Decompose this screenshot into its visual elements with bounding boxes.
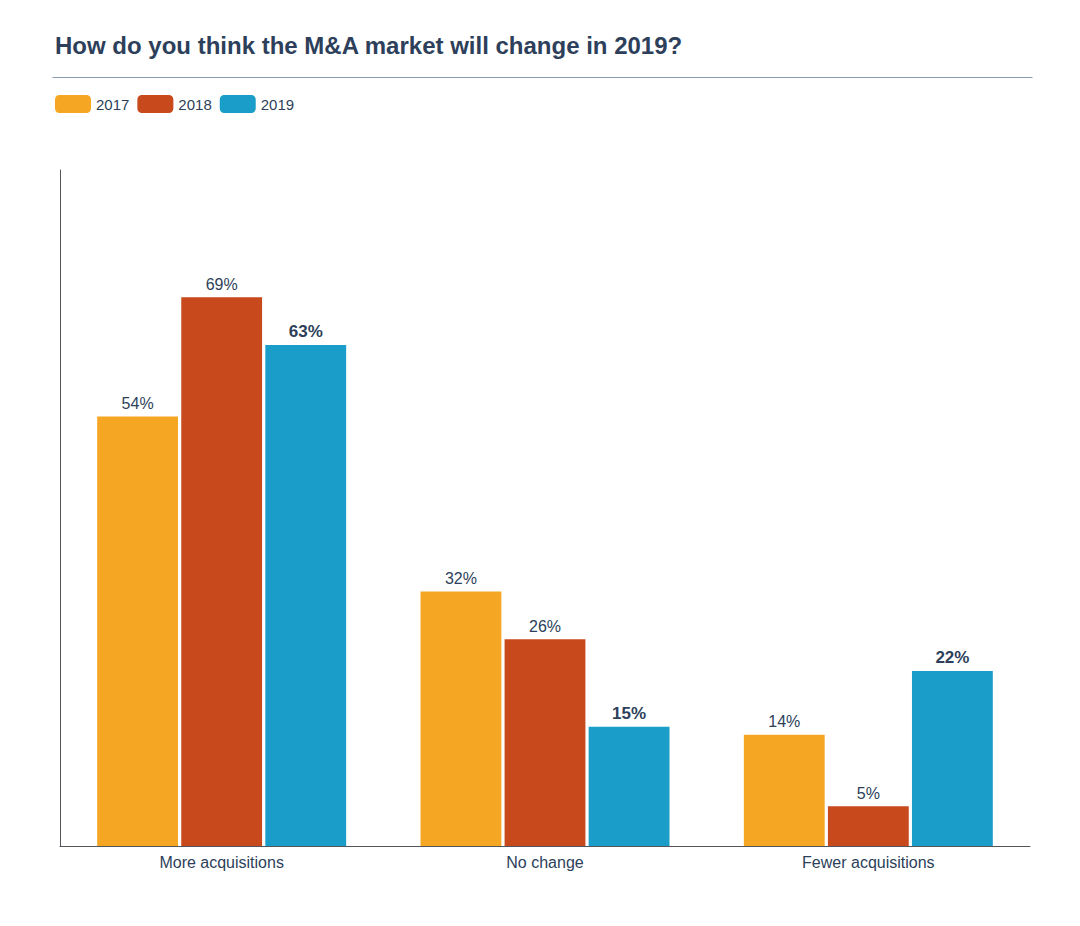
svg-text:5%: 5% [857,785,880,802]
svg-text:54%: 54% [122,395,154,412]
svg-text:63%: 63% [289,322,323,341]
svg-text:2019: 2019 [261,96,294,113]
svg-text:2018: 2018 [178,96,211,113]
svg-text:Fewer acquisitions: Fewer acquisitions [802,854,935,871]
svg-text:14%: 14% [768,713,800,730]
svg-text:No change: No change [506,854,583,871]
svg-text:15%: 15% [612,704,646,723]
svg-text:2017: 2017 [96,96,129,113]
svg-text:69%: 69% [206,276,238,293]
svg-text:How do you think the M&A marke: How do you think the M&A market will cha… [55,32,682,59]
svg-text:22%: 22% [935,648,969,667]
svg-text:More acquisitions: More acquisitions [159,854,283,871]
svg-text:26%: 26% [529,618,561,635]
svg-text:32%: 32% [445,570,477,587]
